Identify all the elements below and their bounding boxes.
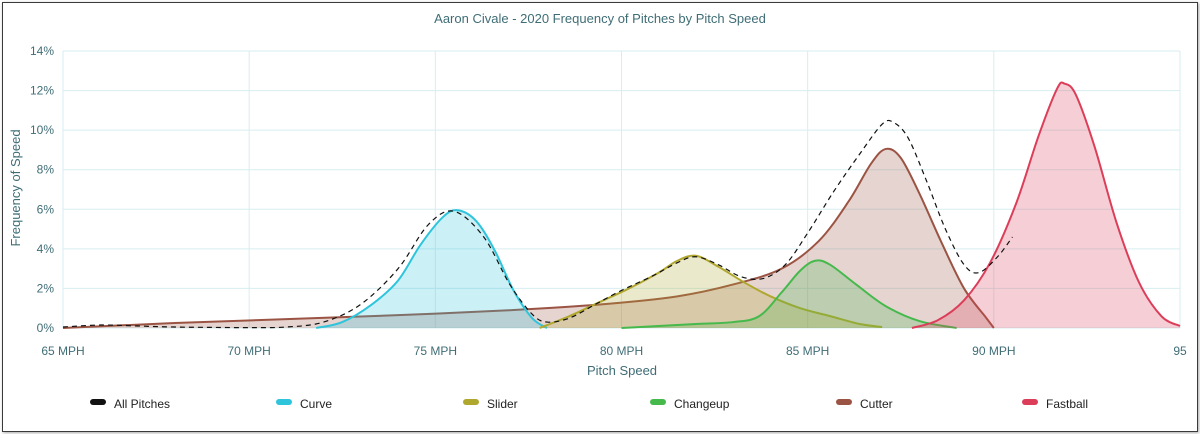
y-tick-label: 2% bbox=[37, 281, 55, 295]
series-line-cutter bbox=[62, 147, 995, 329]
series-area-changeup bbox=[621, 260, 957, 328]
series-line-changeup bbox=[621, 259, 957, 329]
series-area-cutter bbox=[63, 148, 994, 328]
chart-title: Aaron Civale - 2020 Frequency of Pitches… bbox=[434, 11, 766, 26]
legend-item-changeup: Changeup bbox=[650, 397, 730, 411]
legend-item-slider: Slider bbox=[463, 397, 518, 411]
x-tick-label: 70 MPH bbox=[227, 344, 270, 358]
legend-swatch bbox=[276, 399, 292, 405]
y-tick-label: 12% bbox=[30, 84, 54, 98]
y-tick-label: 4% bbox=[37, 242, 55, 256]
legend-swatch bbox=[90, 399, 106, 405]
legend-label: All Pitches bbox=[114, 397, 170, 411]
legend-item-cutter: Cutter bbox=[836, 397, 893, 411]
series-line-slider bbox=[539, 254, 883, 329]
x-tick-label: 65 MPH bbox=[41, 344, 84, 358]
x-tick-label: 90 MPH bbox=[972, 344, 1015, 358]
x-tick-label: 95 bbox=[1173, 344, 1187, 358]
legend-swatch bbox=[650, 399, 666, 405]
y-axis: 0% 2% 4% 6% 8% 10% 12% 14% bbox=[30, 44, 54, 335]
legend-label: Cutter bbox=[860, 397, 893, 411]
legend-item-fastball: Fastball bbox=[1022, 397, 1088, 411]
x-tick-label: 80 MPH bbox=[600, 344, 643, 358]
legend-label: Changeup bbox=[674, 397, 730, 411]
legend-label: Slider bbox=[487, 397, 518, 411]
legend-label: Curve bbox=[300, 397, 332, 411]
legend-swatch bbox=[836, 399, 852, 405]
y-tick-label: 14% bbox=[30, 44, 54, 58]
y-tick-label: 8% bbox=[37, 163, 55, 177]
legend-swatch bbox=[1022, 399, 1038, 405]
x-tick-label: 75 MPH bbox=[414, 344, 457, 358]
x-tick-label: 85 MPH bbox=[786, 344, 829, 358]
legend: All Pitches Curve Slider Changeup Cutter Fast… bbox=[90, 397, 1088, 411]
series-line-fastball bbox=[911, 81, 1181, 329]
x-axis-title: Pitch Speed bbox=[587, 363, 657, 378]
y-tick-label: 0% bbox=[37, 321, 55, 335]
legend-item-curve: Curve bbox=[276, 397, 332, 411]
grid bbox=[62, 50, 1181, 329]
x-axis: 65 MPH 70 MPH 75 MPH 80 MPH 85 MPH 90 MPH 95 bbox=[41, 344, 1187, 358]
series-line-all-pitches bbox=[62, 119, 1013, 329]
legend-swatch bbox=[463, 399, 479, 405]
y-tick-label: 10% bbox=[30, 123, 54, 137]
y-axis-title: Frequency of Speed bbox=[8, 129, 23, 246]
y-tick-label: 6% bbox=[37, 202, 55, 216]
series-area-curve bbox=[316, 210, 548, 328]
legend-label: Fastball bbox=[1046, 397, 1088, 411]
series-area-fastball bbox=[911, 82, 1180, 329]
legend-item-all-pitches: All Pitches bbox=[90, 397, 170, 411]
series-areas bbox=[62, 81, 1181, 329]
series-area-slider bbox=[539, 255, 883, 328]
